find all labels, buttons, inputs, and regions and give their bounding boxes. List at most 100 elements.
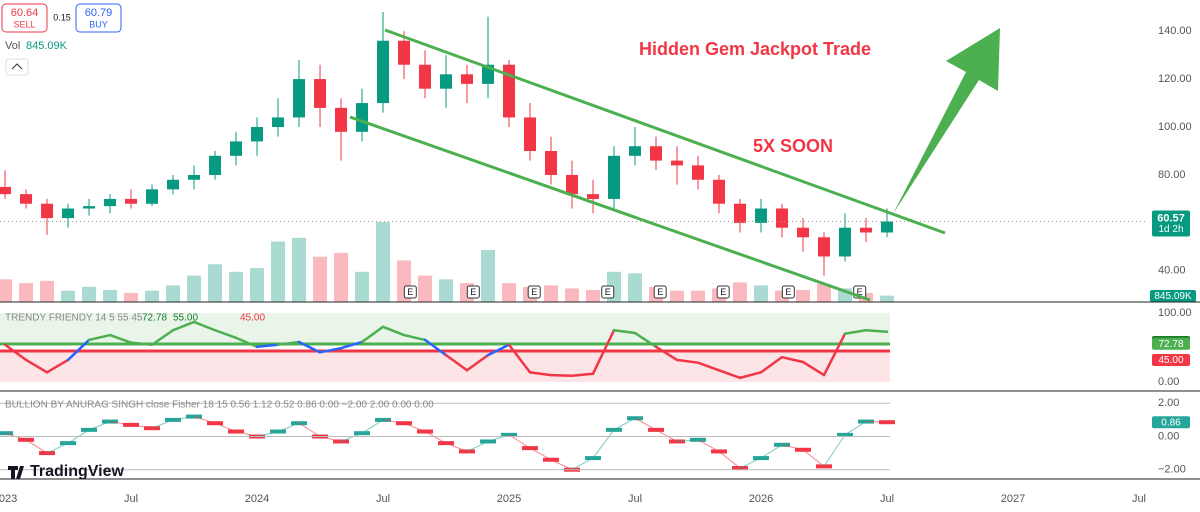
volume-bar	[334, 252, 349, 302]
buy-price: 60.79	[85, 7, 113, 19]
candle-body	[524, 117, 537, 151]
earnings-label: E	[720, 287, 726, 297]
candle-body	[0, 186, 12, 195]
countdown: 1d 2h	[1158, 224, 1183, 235]
indicator-segment	[633, 331, 658, 349]
indicator-segment	[654, 345, 679, 362]
fisher-link	[739, 457, 762, 469]
indicator-segment	[570, 372, 595, 378]
earnings-marker	[403, 285, 417, 299]
fisher-link	[676, 439, 699, 442]
indicator-segment	[444, 353, 469, 372]
earnings-marker	[716, 285, 730, 299]
fisher-link	[634, 417, 657, 431]
fisher-link	[592, 429, 615, 459]
x-tick-label: Jul	[376, 493, 390, 505]
volume-bar	[313, 256, 328, 302]
indicator-segment	[276, 340, 301, 346]
fisher-link	[613, 417, 636, 431]
fisher-link	[361, 419, 384, 434]
y-tick-label: 100.00	[1158, 307, 1192, 319]
fisher-link	[25, 439, 48, 454]
candle-body	[104, 198, 117, 207]
value-axis-label: 72.78	[1158, 339, 1183, 350]
candle-body	[272, 117, 285, 128]
fisher-link	[718, 451, 741, 469]
earnings-marker	[653, 285, 667, 299]
indicator-segment	[255, 343, 280, 349]
buy-button[interactable]	[75, 3, 122, 33]
candle-body	[146, 189, 159, 204]
fisher-link	[340, 432, 363, 442]
indicator-segment	[528, 371, 553, 377]
candle-body	[335, 107, 348, 132]
volume-bar	[418, 275, 433, 302]
indicator-segment	[108, 333, 133, 344]
fisher-link	[403, 422, 426, 432]
volume-bar	[439, 279, 454, 302]
collapse-icon	[11, 63, 23, 70]
volume-bar	[795, 289, 810, 302]
indicator-segment	[864, 329, 889, 334]
arrow	[893, 28, 1000, 214]
indicator-segment	[66, 338, 91, 362]
indicator-segment	[234, 336, 259, 349]
volume-bar	[292, 237, 307, 302]
sell-price: 60.64	[11, 7, 39, 19]
brand-logo	[8, 466, 24, 479]
candle-body	[566, 174, 579, 195]
candle-body	[314, 79, 327, 108]
candle-body	[691, 165, 704, 180]
volume-bar	[208, 264, 223, 302]
candle-body	[188, 174, 201, 180]
y-tick-label: 80.00	[1158, 169, 1186, 181]
collapse-button[interactable]	[5, 58, 29, 76]
indicator-segment	[192, 320, 217, 332]
y-tick-label: 2.00	[1158, 397, 1179, 409]
fisher-link	[109, 421, 132, 426]
volume-bar	[82, 286, 97, 302]
earnings-label: E	[407, 287, 413, 297]
fisher-link	[508, 434, 531, 449]
indicator-title: TRENDY FRIENDY 14 5 55 45	[5, 313, 143, 324]
indicator-segment	[759, 355, 784, 374]
indicator-segment	[717, 369, 742, 380]
indicator-segment	[507, 343, 532, 374]
sell-label: SELL	[13, 19, 35, 29]
candle-body	[293, 79, 306, 118]
fisher-link	[487, 434, 510, 442]
earnings-label: E	[657, 287, 663, 297]
indicator-segment	[297, 340, 322, 354]
x-tick-label: Jul	[124, 493, 138, 505]
value-box	[1152, 416, 1190, 429]
x-tick-label: Jul	[880, 493, 894, 505]
candle-body	[20, 194, 33, 204]
indicator-segment	[486, 343, 511, 357]
channel-lower	[349, 115, 871, 302]
indicator-segment	[171, 320, 196, 332]
sell-button[interactable]	[1, 3, 48, 33]
fisher-link	[823, 434, 846, 467]
volume-bar	[0, 279, 13, 302]
volume-box	[1150, 290, 1196, 302]
indicator-segment	[696, 361, 721, 372]
upper-zone	[0, 313, 890, 345]
fisher-link	[151, 419, 174, 429]
volume-bar	[40, 280, 55, 302]
fisher-link	[424, 431, 447, 444]
annotation: Hidden Gem Jackpot Trade	[639, 39, 871, 59]
candle-body	[587, 194, 600, 199]
channel-upper	[384, 28, 946, 235]
fisher-link	[172, 416, 195, 421]
buy-label: BUY	[89, 19, 108, 29]
fisher-link	[277, 422, 300, 432]
candle-body	[608, 155, 621, 199]
candle-body	[733, 203, 746, 223]
x-tick-label: Jul	[1132, 493, 1146, 505]
volume-bar	[187, 275, 202, 302]
y-tick-label: −2.00	[1158, 464, 1186, 476]
indicator-segment	[213, 329, 238, 340]
x-tick-label: 2023	[0, 493, 17, 505]
earnings-marker	[781, 285, 795, 299]
